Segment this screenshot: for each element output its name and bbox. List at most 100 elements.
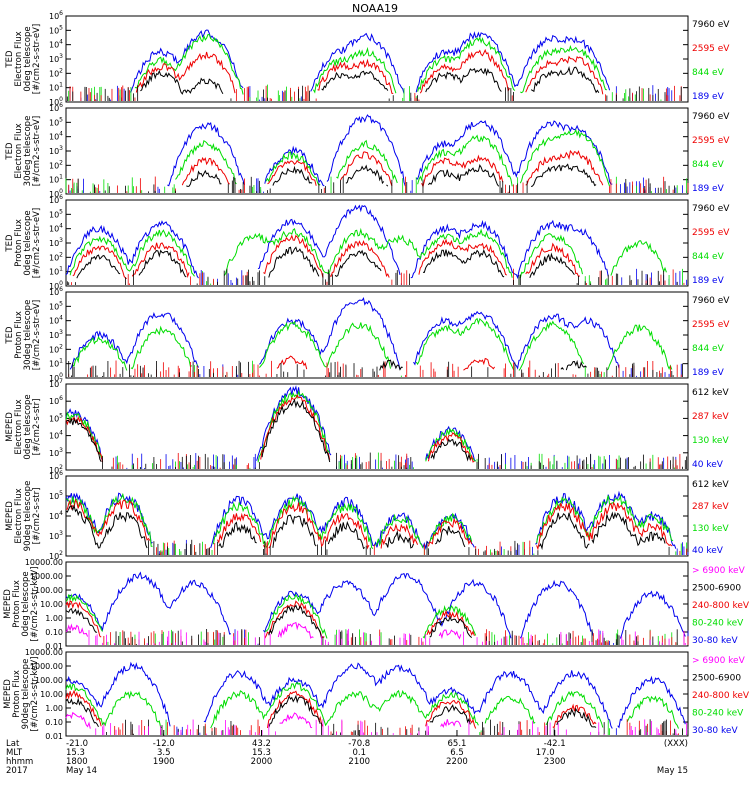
y-tick-exponent: 4 (59, 131, 63, 138)
y-tick-exponent: 2 (59, 550, 63, 557)
legend-label: > 6900 keV (692, 566, 746, 576)
y-tick-label: 101 (49, 266, 63, 277)
y-tick-label: 106 (49, 395, 63, 406)
x-row-label: hhmm (6, 757, 33, 767)
x-row-value: -12.0 (153, 739, 175, 749)
legend-label: 844 eV (692, 160, 725, 170)
y-tick-exponent: 6 (59, 470, 63, 477)
y-axis-label-line: Electron Flux (14, 123, 24, 178)
y-axis-label-line: TED (5, 50, 15, 69)
series-2595-ev (68, 355, 682, 377)
y-axis-label-line: Proton Flux (14, 311, 24, 359)
series-287-kev (65, 394, 681, 469)
legend-label: 240-800 keV (692, 601, 750, 611)
series-line (65, 694, 597, 728)
y-tick-label: 100 (49, 188, 63, 199)
series-189-ev (69, 297, 682, 377)
y-tick-label: 0.01 (45, 732, 63, 741)
legend-label: 40 keV (692, 546, 724, 556)
panel-frame (65, 383, 689, 471)
legend-label: 2595 eV (692, 228, 730, 238)
y-tick-label: 100.00 (35, 586, 63, 595)
y-tick-exponent: 5 (59, 300, 63, 307)
y-tick-exponent: 5 (59, 490, 63, 497)
y-tick-label: 104 (49, 510, 63, 521)
x-row-label: 2017 (6, 766, 28, 776)
series-240-800-kev (65, 600, 689, 645)
y-tick-label: 102 (49, 550, 63, 561)
y-axis-label-line: [#/cm2-s-str-eV] (32, 300, 42, 370)
y-axis-label-line: TED (5, 326, 15, 345)
x-row-value: 43.2 (252, 739, 271, 749)
x-row-value: -21.0 (66, 739, 88, 749)
y-tick-label: 1.00 (45, 614, 63, 623)
series-line (181, 149, 604, 188)
series-line (186, 163, 597, 187)
y-axis-label-line: 90deg telescope (23, 481, 33, 552)
series-287-kev (65, 498, 688, 555)
y-tick-label: 101 (49, 82, 63, 93)
y-tick-exponent: 6 (59, 102, 63, 109)
y-tick-exponent: 5 (59, 412, 63, 419)
legend-label: 844 eV (692, 344, 725, 354)
series-line (65, 600, 475, 639)
y-tick-exponent: 5 (59, 116, 63, 123)
legend-label: 189 eV (692, 368, 725, 378)
y-tick-label: 104 (49, 430, 63, 441)
x-row-value: 3.5 (157, 748, 171, 758)
y-tick-exponent: 2 (59, 343, 63, 350)
y-axis-label-line: MEPED (3, 679, 13, 709)
y-tick-label: 102 (49, 67, 63, 78)
legend-label: 2595 eV (692, 136, 730, 146)
legend-label: 189 eV (692, 92, 725, 102)
panel-7: 0.01 0.10 1.00 10.00 100.00 1000.00 10000.00 ME… (3, 558, 750, 651)
y-tick-label: 101 (49, 174, 63, 185)
y-tick-label: 106 (49, 470, 63, 481)
y-axis-label-line: TED (5, 234, 15, 253)
series-line (76, 246, 575, 279)
y-tick-exponent: 4 (59, 39, 63, 46)
series--6900-kev (66, 713, 689, 735)
legend-label: 240-800 keV (692, 691, 750, 701)
y-tick-label: 106 (49, 194, 63, 205)
series-844-ev (65, 128, 688, 193)
series-line (65, 593, 477, 639)
y-axis-label-line: Electron Flux (14, 399, 24, 454)
y-tick-label: 1.00 (45, 704, 63, 713)
y-tick-label: 106 (49, 286, 63, 297)
y-axis-label-line: Proton Flux (12, 670, 22, 718)
series-line (134, 33, 607, 95)
series-7960-ev (66, 65, 682, 101)
y-axis-label-line: 0deg telescope (23, 394, 33, 459)
y-axis-label-line: [#/cm2-s-str] (32, 488, 42, 545)
series-line (65, 394, 475, 463)
series-189-ev (65, 204, 688, 285)
y-tick-label: 102 (49, 251, 63, 262)
panel-5: 102 103 104 105 106 107 MEPED Electron Flux 0deg… (5, 378, 729, 475)
y-tick-label: 103 (49, 329, 63, 340)
series-line (65, 689, 597, 729)
y-tick-label: 10.00 (40, 600, 63, 609)
y-tick-label: 100 (49, 280, 63, 291)
y-tick-exponent: 3 (59, 145, 63, 152)
y-axis-label-line: 0deg telescope (21, 571, 31, 636)
legend-label: 287 keV (692, 502, 729, 512)
series-189-ev (68, 114, 688, 193)
panel-6: 102 103 104 105 106 MEPED Electron Flux 90deg t… (5, 470, 729, 561)
y-tick-label: 107 (49, 378, 63, 389)
series-2500-6900 (65, 694, 688, 735)
y-tick-label: 103 (49, 530, 63, 541)
x-row-value: -70.8 (348, 739, 370, 749)
x-row-value: 0.1 (352, 748, 366, 758)
y-axis-label-line: 90deg telescope (21, 659, 31, 730)
y-tick-exponent: 5 (59, 24, 63, 31)
series-line (140, 65, 600, 95)
y-tick-exponent: 6 (59, 10, 63, 17)
series-line (69, 297, 620, 370)
x-row-label: MLT (6, 748, 23, 758)
series-844-ev (72, 317, 673, 377)
series-2595-ev (68, 149, 689, 193)
